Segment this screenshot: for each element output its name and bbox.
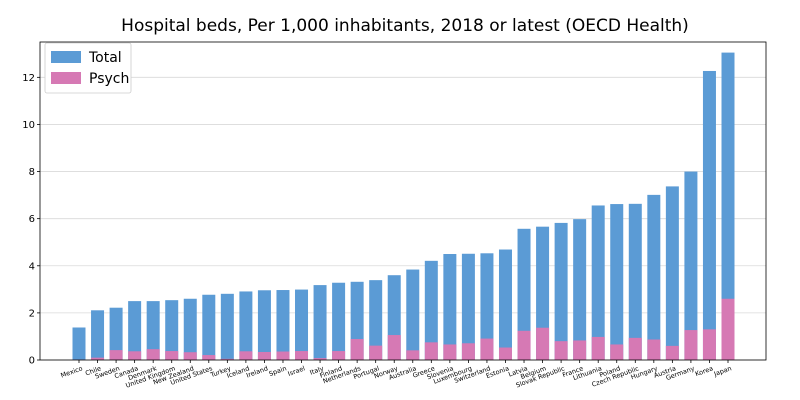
bar-psych-united-states: [202, 355, 216, 360]
x-tick-label-spain: Spain: [268, 364, 288, 378]
bar-total-slovenia: [443, 254, 457, 360]
bar-total-australia: [406, 269, 420, 360]
bar-psych-canada: [128, 351, 142, 360]
bars: [72, 52, 735, 361]
bar-total-estonia: [498, 249, 512, 360]
bar-psych-denmark: [146, 349, 160, 360]
bar-total-czech-republic: [628, 203, 642, 360]
bar-psych-switzerland: [480, 338, 494, 360]
bar-psych-slovenia: [443, 344, 457, 360]
y-tick-label-0: 0: [29, 356, 35, 367]
bar-total-portugal: [369, 280, 383, 360]
bar-psych-czech-republic: [628, 337, 642, 360]
bar-psych-hungary: [647, 339, 661, 360]
bar-psych-netherlands: [350, 339, 364, 360]
bar-total-switzerland: [480, 253, 494, 360]
bar-total-austria: [665, 186, 679, 360]
legend-swatch-total: [51, 51, 81, 63]
y-tick-label-4: 4: [29, 261, 35, 272]
y-tick-label-10: 10: [22, 120, 35, 131]
bar-psych-norway: [387, 335, 401, 360]
y-tick-label-8: 8: [29, 167, 35, 178]
bar-psych-korea: [702, 329, 716, 360]
legend-label-total: Total: [88, 50, 122, 66]
bar-total-united-states: [202, 294, 216, 360]
bar-psych-poland: [610, 344, 624, 360]
x-tick-label-ireland: Ireland: [245, 364, 269, 379]
y-tick-label-2: 2: [29, 308, 35, 319]
bar-psych-australia: [406, 350, 420, 360]
bar-psych-germany: [684, 330, 698, 360]
bar-total-lithuania: [591, 205, 605, 360]
bar-total-luxembourg: [461, 253, 475, 360]
bar-total-belgium: [536, 226, 550, 360]
bar-psych-france: [573, 340, 587, 360]
bar-psych-lithuania: [591, 336, 605, 360]
y-tick-label-12: 12: [22, 73, 35, 84]
bar-total-israel: [295, 289, 309, 360]
bar-total-italy: [313, 285, 327, 360]
bar-total-germany: [684, 171, 698, 360]
bar-total-france: [573, 219, 587, 360]
bar-psych-estonia: [498, 347, 512, 360]
bar-psych-greece: [424, 342, 438, 360]
bar-psych-sweden: [109, 350, 123, 360]
bar-total-poland: [610, 204, 624, 360]
bar-psych-belgium: [536, 327, 550, 360]
bar-psych-israel: [295, 351, 309, 360]
legend: Total Psych: [44, 42, 132, 94]
bar-psych-chile: [91, 357, 105, 360]
bar-psych-luxembourg: [461, 343, 475, 360]
bar-total-iceland: [239, 291, 253, 360]
bar-total-chile: [91, 310, 105, 360]
y-axis-ticks: 0 2 4 6 8 10 12: [22, 73, 40, 367]
bar-total-latvia: [517, 228, 531, 360]
gridlines: [40, 76, 766, 361]
bar-psych-austria: [665, 345, 679, 360]
bar-total-new-zealand: [183, 298, 197, 360]
bar-psych-latvia: [517, 330, 531, 360]
x-tick-label-israel: Israel: [287, 364, 307, 378]
chart-title: Hospital beds, Per 1,000 inhabitants, 20…: [121, 16, 689, 36]
bar-total-sweden: [109, 307, 123, 360]
bar-psych-united-kingdom: [165, 351, 179, 360]
bar-total-slovak-republic: [554, 222, 568, 360]
x-tick-label-mexico: Mexico: [60, 364, 84, 379]
bar-psych-japan: [721, 298, 735, 360]
x-tick-label-korea: Korea: [694, 364, 714, 378]
bar-total-spain: [276, 290, 290, 360]
bar-total-japan: [721, 52, 735, 360]
bar-total-hungary: [647, 194, 661, 360]
bar-total-ireland: [257, 290, 271, 360]
bar-psych-spain: [276, 351, 290, 360]
x-tick-label-japan: Japan: [712, 364, 733, 378]
bar-psych-slovak-republic: [554, 341, 568, 360]
bar-total-korea: [702, 70, 716, 361]
bar-total-greece: [424, 260, 438, 360]
y-tick-label-6: 6: [29, 214, 35, 225]
bar-psych-new-zealand: [183, 352, 197, 360]
bar-psych-iceland: [239, 351, 253, 360]
legend-label-psych: Psych: [89, 71, 129, 87]
bar-total-denmark: [146, 301, 160, 360]
bar-psych-finland: [332, 351, 346, 360]
legend-swatch-psych: [51, 72, 81, 84]
plot-frame: [39, 41, 767, 361]
bar-psych-turkey: [220, 358, 234, 360]
bar-total-canada: [128, 301, 142, 360]
bar-total-turkey: [220, 293, 234, 360]
bar-psych-portugal: [369, 345, 383, 360]
bar-total-mexico: [72, 327, 86, 360]
bar-psych-ireland: [257, 351, 271, 360]
bar-total-united-kingdom: [165, 300, 179, 360]
bar-total-finland: [332, 282, 346, 360]
bar-psych-italy: [313, 358, 327, 360]
